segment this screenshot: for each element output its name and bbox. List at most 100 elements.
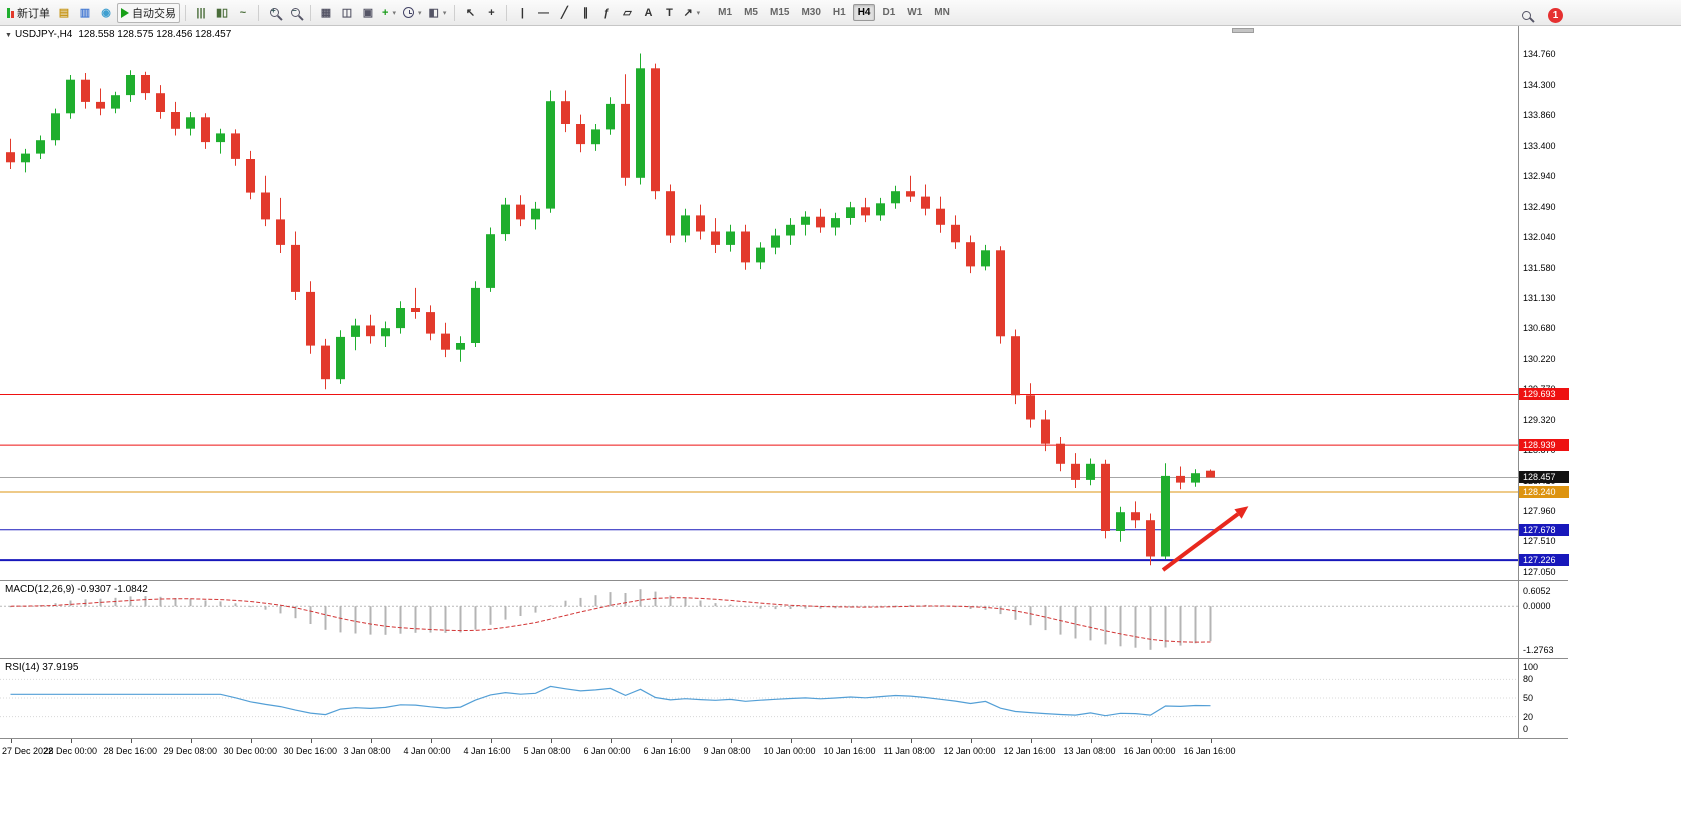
candlestick-icon: ▮▯ (215, 7, 229, 19)
time-axis-label: 6 Jan 16:00 (643, 746, 691, 756)
horizontal-level-lines[interactable] (0, 394, 1518, 562)
price-axis-label: 131.580 (1523, 262, 1556, 273)
grid-icon: ▦ (320, 7, 332, 19)
price-axis-label: 130.680 (1523, 323, 1556, 334)
candlestick-chart-button[interactable]: ▮▯ (212, 3, 232, 23)
data-window-icon: ▥ (79, 7, 91, 19)
indicators-button[interactable]: + ▾ (379, 3, 399, 23)
timeframe-h4-button[interactable]: H4 (852, 4, 876, 21)
price-badge: 129.693 (1519, 388, 1569, 401)
rsi-scale[interactable]: 100 80 50 20 0 (1518, 659, 1568, 738)
price-axis-label: 133.860 (1523, 109, 1556, 120)
notification-badge[interactable]: 1 (1548, 7, 1563, 23)
crosshair-icon: + (488, 6, 495, 19)
rsi-header: RSI(14) 37.9195 (5, 662, 79, 673)
macd-scale-label: 0.0000 (1523, 601, 1551, 612)
trendline-icon: ╱ (561, 7, 568, 19)
shapes-button[interactable]: ▱ (617, 3, 637, 23)
time-axis-label: 16 Jan 00:00 (1123, 746, 1176, 756)
tile-windows-button[interactable]: ◫ (337, 3, 357, 23)
rsi-scale-label: 80 (1523, 674, 1534, 685)
time-axis-tick (790, 739, 792, 743)
timeframe-h1-button[interactable]: H1 (832, 7, 846, 18)
rsi-pane[interactable]: RSI(14) 37.9195 100 80 50 20 0 (0, 658, 1568, 738)
periods-button[interactable]: ▾ (400, 3, 425, 23)
timeframe-m15-button[interactable]: M15 (769, 7, 790, 18)
time-axis-tick (70, 739, 72, 743)
macd-chart[interactable] (0, 581, 1518, 658)
line-chart-button[interactable]: ~ (233, 3, 253, 23)
toolbar-separator (506, 4, 508, 21)
horizontal-line-button[interactable]: — (533, 3, 553, 23)
grid-button[interactable]: ▦ (316, 3, 336, 23)
rsi-chart[interactable] (0, 659, 1518, 738)
price-badge: 127.226 (1519, 554, 1569, 567)
time-axis-tick (1030, 739, 1032, 743)
arrow-tool-icon: ↗ (683, 7, 693, 19)
price-badge: 128.240 (1519, 486, 1569, 499)
cascade-windows-button[interactable]: ▣ (358, 3, 378, 23)
timeframe-m1-button[interactable]: M1 (718, 7, 733, 18)
navigator-button[interactable]: ◉ (96, 3, 116, 23)
time-axis-label: 13 Jan 08:00 (1063, 746, 1116, 756)
market-watch-icon: ▤ (58, 7, 70, 19)
channel-button[interactable]: ∥ (575, 3, 595, 23)
macd-pane[interactable]: MACD(12,26,9) -0.9307 -1.0842 0.6052 0.00… (0, 580, 1568, 658)
chevron-down-icon: ▾ (442, 9, 447, 17)
time-axis-tick (970, 739, 972, 743)
price-axis-label: 127.510 (1523, 536, 1556, 547)
rsi-level-lines (0, 678, 1518, 718)
new-order-button[interactable]: 新订单 (4, 3, 53, 23)
templates-button[interactable]: ◧ ▾ (426, 3, 450, 23)
cascade-windows-icon: ▣ (362, 7, 374, 19)
time-axis-label: 12 Jan 16:00 (1003, 746, 1056, 756)
fibonacci-button[interactable]: ƒ (596, 3, 616, 23)
scroll-position-indicator[interactable] (1232, 28, 1254, 33)
price-scale[interactable]: 134.760 134.300 133.860 133.400 132.940 132.4… (1518, 26, 1569, 580)
main-chart-pane[interactable]: ▼ USDJPY-,H4 128.558 128.575 128.456 128.4… (0, 26, 1569, 580)
chart-header: ▼ USDJPY-,H4 128.558 128.575 128.456 128.4… (5, 29, 231, 40)
new-order-icon (7, 7, 14, 18)
trend-arrow-annotation[interactable] (1161, 506, 1249, 572)
arrows-button[interactable]: ↗ ▾ (680, 3, 703, 23)
vertical-line-button[interactable]: | (512, 3, 532, 23)
channel-icon: ∥ (582, 7, 589, 19)
candlestick-chart[interactable] (0, 26, 1518, 580)
time-axis-label: 30 Dec 16:00 (283, 746, 338, 756)
search-button[interactable] (1516, 5, 1536, 25)
time-axis-label: 9 Jan 08:00 (703, 746, 751, 756)
crosshair-button[interactable]: + (481, 3, 501, 23)
macd-scale[interactable]: 0.6052 0.0000 -1.2763 (1518, 581, 1568, 658)
time-axis-tick (910, 739, 912, 743)
macd-header: MACD(12,26,9) -0.9307 -1.0842 (5, 584, 148, 595)
bar-chart-icon: ||| (196, 6, 206, 19)
cursor-button[interactable]: ↖ (460, 3, 480, 23)
price-axis-label: 134.760 (1523, 49, 1556, 60)
search-icon (1521, 10, 1531, 20)
timeframe-mn-button[interactable]: MN (934, 7, 950, 18)
timeframe-w1-button[interactable]: W1 (907, 7, 923, 18)
text-button[interactable]: A (638, 3, 658, 23)
zoom-in-button[interactable]: + (264, 3, 284, 23)
chart-template-icon: ◧ (428, 7, 439, 19)
time-axis-tick (730, 739, 732, 743)
chart-symbol-period: USDJPY-,H4 (14, 29, 73, 40)
timeframe-d1-button[interactable]: D1 (882, 7, 896, 18)
candles[interactable] (6, 53, 1215, 566)
market-watch-button[interactable]: ▤ (54, 3, 74, 23)
play-icon (121, 7, 129, 18)
bar-chart-button[interactable]: ||| (191, 3, 211, 23)
zoom-out-button[interactable]: − (285, 3, 305, 23)
tile-windows-icon: ◫ (341, 7, 353, 19)
time-axis[interactable]: 27 Dec 2022 28 Dec 00:00 28 Dec 16:00 29 De… (0, 738, 1568, 764)
collapse-triangle-icon[interactable]: ▼ (5, 32, 12, 39)
toolbar: 新订单 ▤ ▥ ◉ 自动交易 ||| ▮▯ ~ + − ▦ ◫ ▣ + ▾ ▾ ◧ ▾ ↖ + | — ╱ ∥ ƒ ▱ A T ↗ ▾ M… (0, 0, 1681, 26)
navigator-icon: ◉ (101, 7, 111, 19)
data-window-button[interactable]: ▥ (75, 3, 95, 23)
timeframe-m30-button[interactable]: M30 (801, 7, 821, 18)
label-button[interactable]: T (659, 3, 679, 23)
time-axis-label: 10 Jan 00:00 (763, 746, 816, 756)
trendline-button[interactable]: ╱ (554, 3, 574, 23)
timeframe-m5-button[interactable]: M5 (744, 7, 758, 18)
auto-trading-button[interactable]: 自动交易 (117, 2, 180, 23)
